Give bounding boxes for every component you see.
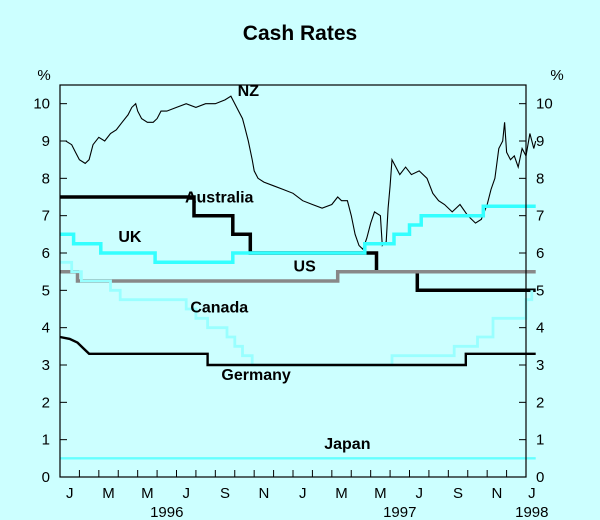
x-tick-label: J bbox=[528, 485, 536, 502]
series-canada-line bbox=[60, 260, 534, 367]
plot-frame bbox=[59, 84, 527, 478]
label-australia: Australia bbox=[185, 190, 254, 207]
y-tick-label-left: 3 bbox=[42, 357, 50, 374]
label-japan: Japan bbox=[324, 436, 370, 453]
x-tick-label: J bbox=[415, 485, 423, 502]
x-tick-label: J bbox=[66, 485, 74, 502]
x-tick-label: J bbox=[182, 485, 190, 502]
y-tick-label-right: 10 bbox=[536, 96, 553, 113]
y-tick-label-left: 6 bbox=[42, 245, 50, 262]
y-tick-label-left: 5 bbox=[42, 282, 50, 299]
label-canada: Canada bbox=[190, 300, 248, 317]
x-year-label: 1997 bbox=[383, 504, 416, 520]
y-tick-label-left: 1 bbox=[42, 432, 50, 449]
y-tick-label-right: 1 bbox=[536, 432, 544, 449]
y-tick-label-right: 8 bbox=[536, 170, 544, 187]
y-tick-label-right: 4 bbox=[536, 320, 544, 337]
series-nz-line bbox=[60, 95, 537, 251]
y-tick-label-right: 9 bbox=[536, 133, 544, 150]
label-uk: UK bbox=[118, 229, 142, 246]
x-tick-label: N bbox=[258, 485, 269, 502]
series-uk-line bbox=[60, 204, 536, 265]
y-tick-label-right: 6 bbox=[536, 245, 544, 262]
y-tick-label-right: 7 bbox=[536, 208, 544, 225]
x-tick-label: M bbox=[335, 485, 348, 502]
x-tick-label: M bbox=[141, 485, 154, 502]
y-tick-label-left: 9 bbox=[42, 133, 50, 150]
x-year-label: 1996 bbox=[150, 504, 183, 520]
series-germany-line bbox=[59, 335, 536, 367]
y-tick-label-right: 2 bbox=[536, 394, 544, 411]
x-tick-label: M bbox=[374, 485, 387, 502]
y-tick-label-left: 2 bbox=[42, 394, 50, 411]
axis-ticks: 0 0 1 1 2 2 3 3 4 4 5 5 6 6 7 7 8 8 9 9 10 10 J M M J S N J M M J S N J 199… bbox=[33, 96, 552, 520]
x-year-label: 1998 bbox=[515, 504, 548, 520]
y-tick-label-right: 0 bbox=[536, 469, 544, 486]
series-labels: NZ Australia UK US Canada Germany Japan bbox=[118, 83, 370, 453]
x-tick-label: S bbox=[220, 485, 230, 502]
series-layer bbox=[59, 95, 537, 460]
chart-title: Cash Rates bbox=[243, 22, 357, 45]
y-tick-label-left: 10 bbox=[33, 96, 50, 113]
y-tick-label-left: 4 bbox=[42, 320, 50, 337]
y-tick-label-left: 8 bbox=[42, 170, 50, 187]
y-tick-label-right: 3 bbox=[536, 357, 544, 374]
label-germany: Germany bbox=[221, 367, 290, 384]
x-tick-label: J bbox=[299, 485, 307, 502]
y-tick-label-right: 5 bbox=[536, 282, 544, 299]
label-us: US bbox=[294, 259, 317, 276]
label-nz: NZ bbox=[238, 83, 260, 100]
y-tick-label-left: 7 bbox=[42, 208, 50, 225]
y-tick-label-left: 0 bbox=[42, 469, 50, 486]
y-unit-left: % bbox=[37, 67, 50, 84]
x-tick-label: S bbox=[453, 485, 463, 502]
x-tick-label: N bbox=[491, 485, 502, 502]
x-tick-label: M bbox=[102, 485, 115, 502]
y-unit-right: % bbox=[550, 67, 563, 84]
